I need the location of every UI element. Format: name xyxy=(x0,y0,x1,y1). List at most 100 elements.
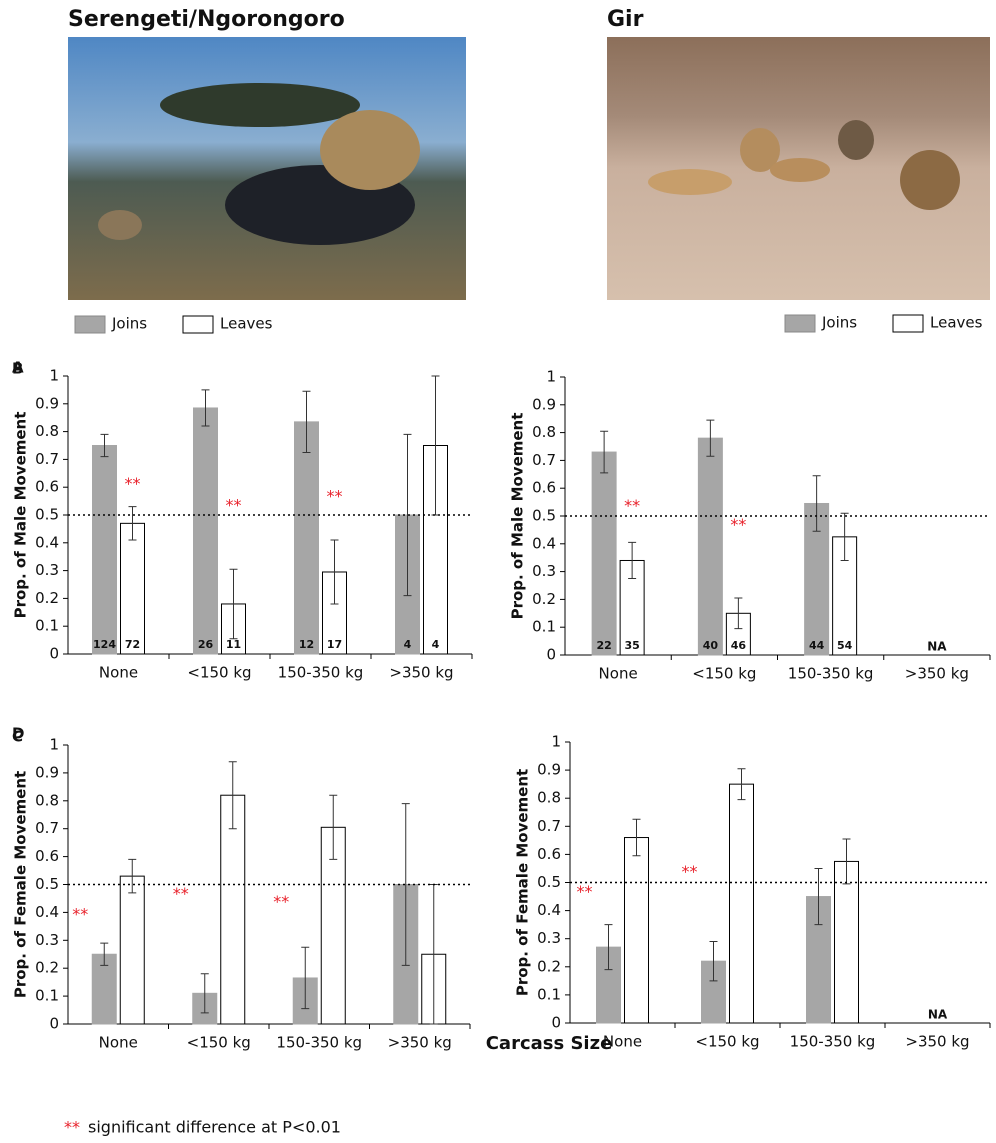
x-tick-label: >350 kg xyxy=(389,664,453,682)
y-tick-label: 0.5 xyxy=(532,507,556,525)
y-tick-label: 0.8 xyxy=(35,422,59,440)
x-tick-label: <150 kg xyxy=(692,665,756,683)
y-tick-label: 0.7 xyxy=(35,450,59,468)
bar xyxy=(221,795,245,1024)
legend-swatch xyxy=(75,316,105,333)
sample-size: 11 xyxy=(226,638,241,651)
bar xyxy=(121,523,145,654)
x-tick-label: <150 kg xyxy=(695,1033,759,1051)
y-tick-label: 1 xyxy=(546,368,556,386)
y-tick-label: 0.4 xyxy=(35,533,59,551)
y-tick-label: 0.6 xyxy=(537,845,561,863)
legend-label: Joins xyxy=(821,314,857,332)
y-tick-label: 0.4 xyxy=(532,534,556,552)
y-tick-label: 0.1 xyxy=(35,987,59,1005)
significance: ** xyxy=(226,495,242,514)
x-tick-label: 150-350 kg xyxy=(788,665,874,683)
y-tick-label: 0.5 xyxy=(35,875,59,893)
na-label: NA xyxy=(927,640,947,654)
y-tick-label: 0.3 xyxy=(537,929,561,947)
footnote-marker: ** xyxy=(64,1118,80,1137)
x-tick-label: 150-350 kg xyxy=(790,1033,876,1051)
legend-label: Joins xyxy=(111,315,147,333)
legend-label: Leaves xyxy=(930,314,983,332)
y-axis-title: Prop. of Female Movement xyxy=(12,771,30,998)
y-tick-label: 0.9 xyxy=(35,394,59,412)
significance: ** xyxy=(173,884,189,903)
x-tick-label: 150-350 kg xyxy=(276,1034,362,1052)
y-tick-label: 1 xyxy=(49,367,59,385)
y-tick-label: 1 xyxy=(551,733,561,751)
y-tick-label: 0 xyxy=(49,645,59,663)
y-tick-label: 0.7 xyxy=(537,817,561,835)
photo-title: Serengeti/Ngorongoro xyxy=(68,7,345,32)
bar xyxy=(730,784,754,1023)
significance: ** xyxy=(125,474,141,493)
y-tick-label: 0 xyxy=(546,646,556,664)
y-tick-label: 0.3 xyxy=(532,562,556,580)
bar xyxy=(120,876,144,1024)
legend-swatch xyxy=(893,315,923,332)
y-tick-label: 0.3 xyxy=(35,561,59,579)
significance: ** xyxy=(327,486,343,505)
y-tick-label: 0.2 xyxy=(537,957,561,975)
significance: ** xyxy=(72,905,88,924)
x-tick-label: 150-350 kg xyxy=(278,664,364,682)
bar xyxy=(194,408,218,654)
x-tick-label: <150 kg xyxy=(187,1034,251,1052)
x-tick-label: >350 kg xyxy=(388,1034,452,1052)
x-tick-label: None xyxy=(599,665,638,683)
y-tick-label: 0.2 xyxy=(35,959,59,977)
na-label: NA xyxy=(928,1008,948,1022)
photo xyxy=(68,37,466,300)
photo-title: Gir xyxy=(607,7,644,32)
y-tick-label: 0 xyxy=(49,1015,59,1033)
x-tick-label: <150 kg xyxy=(187,664,251,682)
panel-label: D xyxy=(12,725,24,743)
y-tick-label: 0.2 xyxy=(532,590,556,608)
significance: ** xyxy=(273,892,289,911)
x-tick-label: None xyxy=(603,1033,642,1051)
significance: ** xyxy=(624,496,640,515)
footnote-text: significant difference at P<0.01 xyxy=(88,1118,341,1137)
sample-size: 4 xyxy=(432,638,440,651)
significance: ** xyxy=(577,882,593,901)
x-tick-label: None xyxy=(99,664,138,682)
y-tick-label: 0.7 xyxy=(35,819,59,837)
x-tick-label: None xyxy=(99,1034,138,1052)
y-tick-label: 0.4 xyxy=(35,903,59,921)
photo xyxy=(607,37,990,300)
x-tick-label: >350 kg xyxy=(905,665,969,683)
y-tick-label: 0 xyxy=(551,1014,561,1032)
y-tick-label: 0.5 xyxy=(35,506,59,524)
y-tick-label: 0.5 xyxy=(537,873,561,891)
y-axis-title: Prop. of Female Movement xyxy=(514,769,532,996)
y-tick-label: 0.8 xyxy=(537,789,561,807)
significance: ** xyxy=(730,515,746,534)
y-tick-label: 0.6 xyxy=(35,478,59,496)
y-tick-label: 0.1 xyxy=(35,617,59,635)
bar xyxy=(835,861,859,1023)
sample-size: 26 xyxy=(198,638,214,651)
sample-size: 124 xyxy=(93,638,116,651)
y-tick-label: 0.8 xyxy=(35,791,59,809)
y-tick-label: 0.9 xyxy=(532,395,556,413)
sample-size: 35 xyxy=(624,639,639,652)
sample-size: 12 xyxy=(299,638,314,651)
significance: ** xyxy=(682,862,698,881)
y-axis-title: Prop. of Male Movement xyxy=(509,413,527,620)
y-tick-label: 0.2 xyxy=(35,589,59,607)
y-tick-label: 0.9 xyxy=(537,761,561,779)
bar xyxy=(592,452,616,655)
y-tick-label: 0.4 xyxy=(537,901,561,919)
bar xyxy=(698,438,722,655)
sample-size: 17 xyxy=(327,638,342,651)
bar xyxy=(625,838,649,1023)
sample-size: 22 xyxy=(596,639,611,652)
y-tick-label: 0.6 xyxy=(35,847,59,865)
legend-swatch xyxy=(785,315,815,332)
legend-label: Leaves xyxy=(220,315,273,333)
y-tick-label: 0.3 xyxy=(35,931,59,949)
y-tick-label: 0.1 xyxy=(537,985,561,1003)
bar xyxy=(295,422,319,654)
